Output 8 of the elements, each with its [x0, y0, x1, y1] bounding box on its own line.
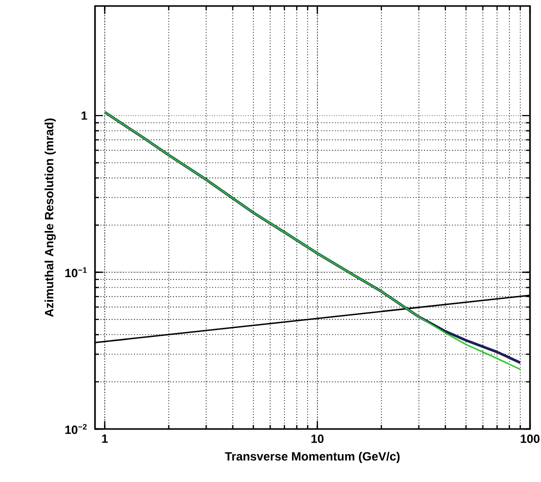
x-axis-title: Transverse Momentum (GeV/c) [224, 452, 400, 463]
y-tick-label: 10$^{−1}$ [65, 267, 87, 278]
x-tick-label: 1 [102, 434, 108, 443]
y-tick-label: 1 [82, 111, 88, 120]
x-tick-label: 100 [520, 434, 540, 443]
x-tick-label: 10 [311, 434, 324, 443]
y-axis-title: Azimuthal Angle Resolution (mrad) [44, 118, 56, 317]
y-tick-label: 10$^{−2}$ [65, 424, 87, 434]
